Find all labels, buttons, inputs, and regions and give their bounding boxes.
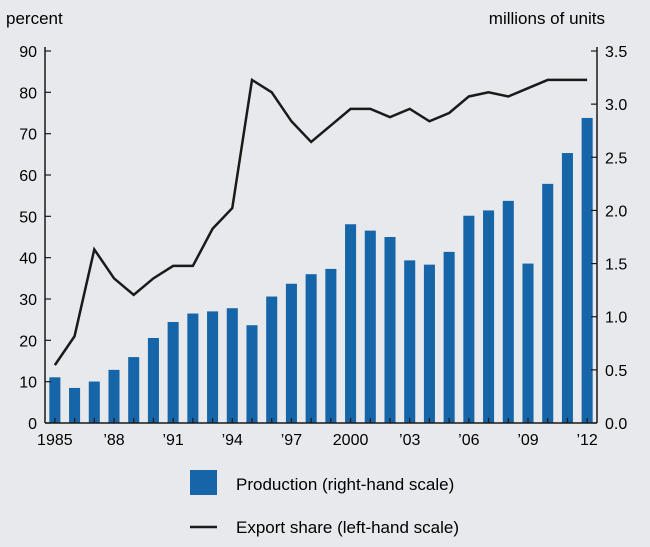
legend-production-swatch: [190, 470, 217, 495]
production-bar-1994: [226, 308, 238, 423]
production-bar-1999: [325, 268, 337, 423]
right-tick-label: 3.5: [605, 44, 627, 61]
production-bar-2004: [423, 264, 435, 423]
right-tick-label: 1.0: [605, 310, 627, 327]
x-tick-label: ’12: [576, 432, 597, 449]
left-axis-label: percent: [6, 9, 63, 28]
legend-export-share-label: Export share (left-hand scale): [236, 518, 459, 537]
production-bar-2000: [345, 224, 357, 423]
left-tick-label: 70: [19, 127, 37, 144]
left-tick-label: 0: [28, 416, 37, 433]
production-bar-2008: [502, 200, 514, 423]
production-bar-2009: [522, 263, 534, 423]
production-bar-2001: [364, 230, 376, 423]
axes: [44, 47, 598, 424]
production-bar-1990: [147, 337, 159, 423]
x-tick-label: ’91: [162, 432, 183, 449]
right-tick-label: 2.5: [605, 150, 627, 167]
production-bar-2003: [404, 260, 416, 423]
production-bar-2007: [483, 210, 495, 423]
x-tick-label: ’06: [458, 432, 479, 449]
x-tick-label: ’03: [399, 432, 420, 449]
right-tick-label: 2.0: [605, 203, 627, 220]
left-tick-label: 30: [19, 292, 37, 309]
left-tick-label: 20: [19, 333, 37, 350]
production-bar-1986: [69, 387, 81, 423]
production-bar-2010: [542, 183, 554, 423]
x-tick-label: ’97: [281, 432, 302, 449]
production-bar-1997: [285, 283, 297, 423]
production-bar-2002: [384, 237, 396, 423]
export-share-line-group: [53, 77, 588, 366]
production-bar-1988: [108, 369, 120, 423]
production-bars: [49, 117, 593, 424]
production-bar-1989: [128, 357, 140, 423]
left-tick-label: 90: [19, 44, 37, 61]
production-bar-2005: [443, 251, 455, 423]
production-bar-1993: [207, 311, 219, 423]
production-bar-1991: [167, 322, 179, 423]
production-bar-2012: [581, 117, 593, 424]
x-tick-label: ’88: [103, 432, 124, 449]
x-tick-label: ’09: [517, 432, 538, 449]
right-axis-label: millions of units: [489, 9, 605, 28]
production-bar-2006: [463, 215, 475, 423]
right-tick-label: 0.0: [605, 416, 627, 433]
right-tick-label: 1.5: [605, 257, 627, 274]
left-tick-label: 10: [19, 375, 37, 392]
production-bar-1998: [305, 274, 317, 423]
left-tick-label: 60: [19, 168, 37, 185]
left-tick-label: 50: [19, 209, 37, 226]
right-tick-label: 0.5: [605, 363, 627, 380]
legend-production-label: Production (right-hand scale): [236, 475, 454, 494]
legend: Production (right-hand scale) Export sha…: [190, 470, 459, 537]
right-tick-label: 3.0: [605, 97, 627, 114]
production-bar-2011: [561, 153, 573, 423]
x-tick-label: 2000: [333, 432, 369, 449]
left-tick-label: 80: [19, 85, 37, 102]
production-bar-1985: [49, 377, 61, 423]
export-share-line: [53, 77, 588, 366]
production-bar-1995: [246, 325, 258, 423]
production-bar-1987: [88, 381, 100, 423]
left-tick-label: 40: [19, 251, 37, 268]
production-bar-1996: [266, 296, 278, 423]
production-bar-1992: [187, 313, 199, 423]
tick-labels: 0 10 20 30 40 50 60 70 80 90 0.0 0.5 1.0 1.5 2.0 2.5 3.0…: [19, 44, 627, 449]
x-tick-label: ’94: [222, 432, 243, 449]
x-tick-label: 1985: [37, 432, 73, 449]
